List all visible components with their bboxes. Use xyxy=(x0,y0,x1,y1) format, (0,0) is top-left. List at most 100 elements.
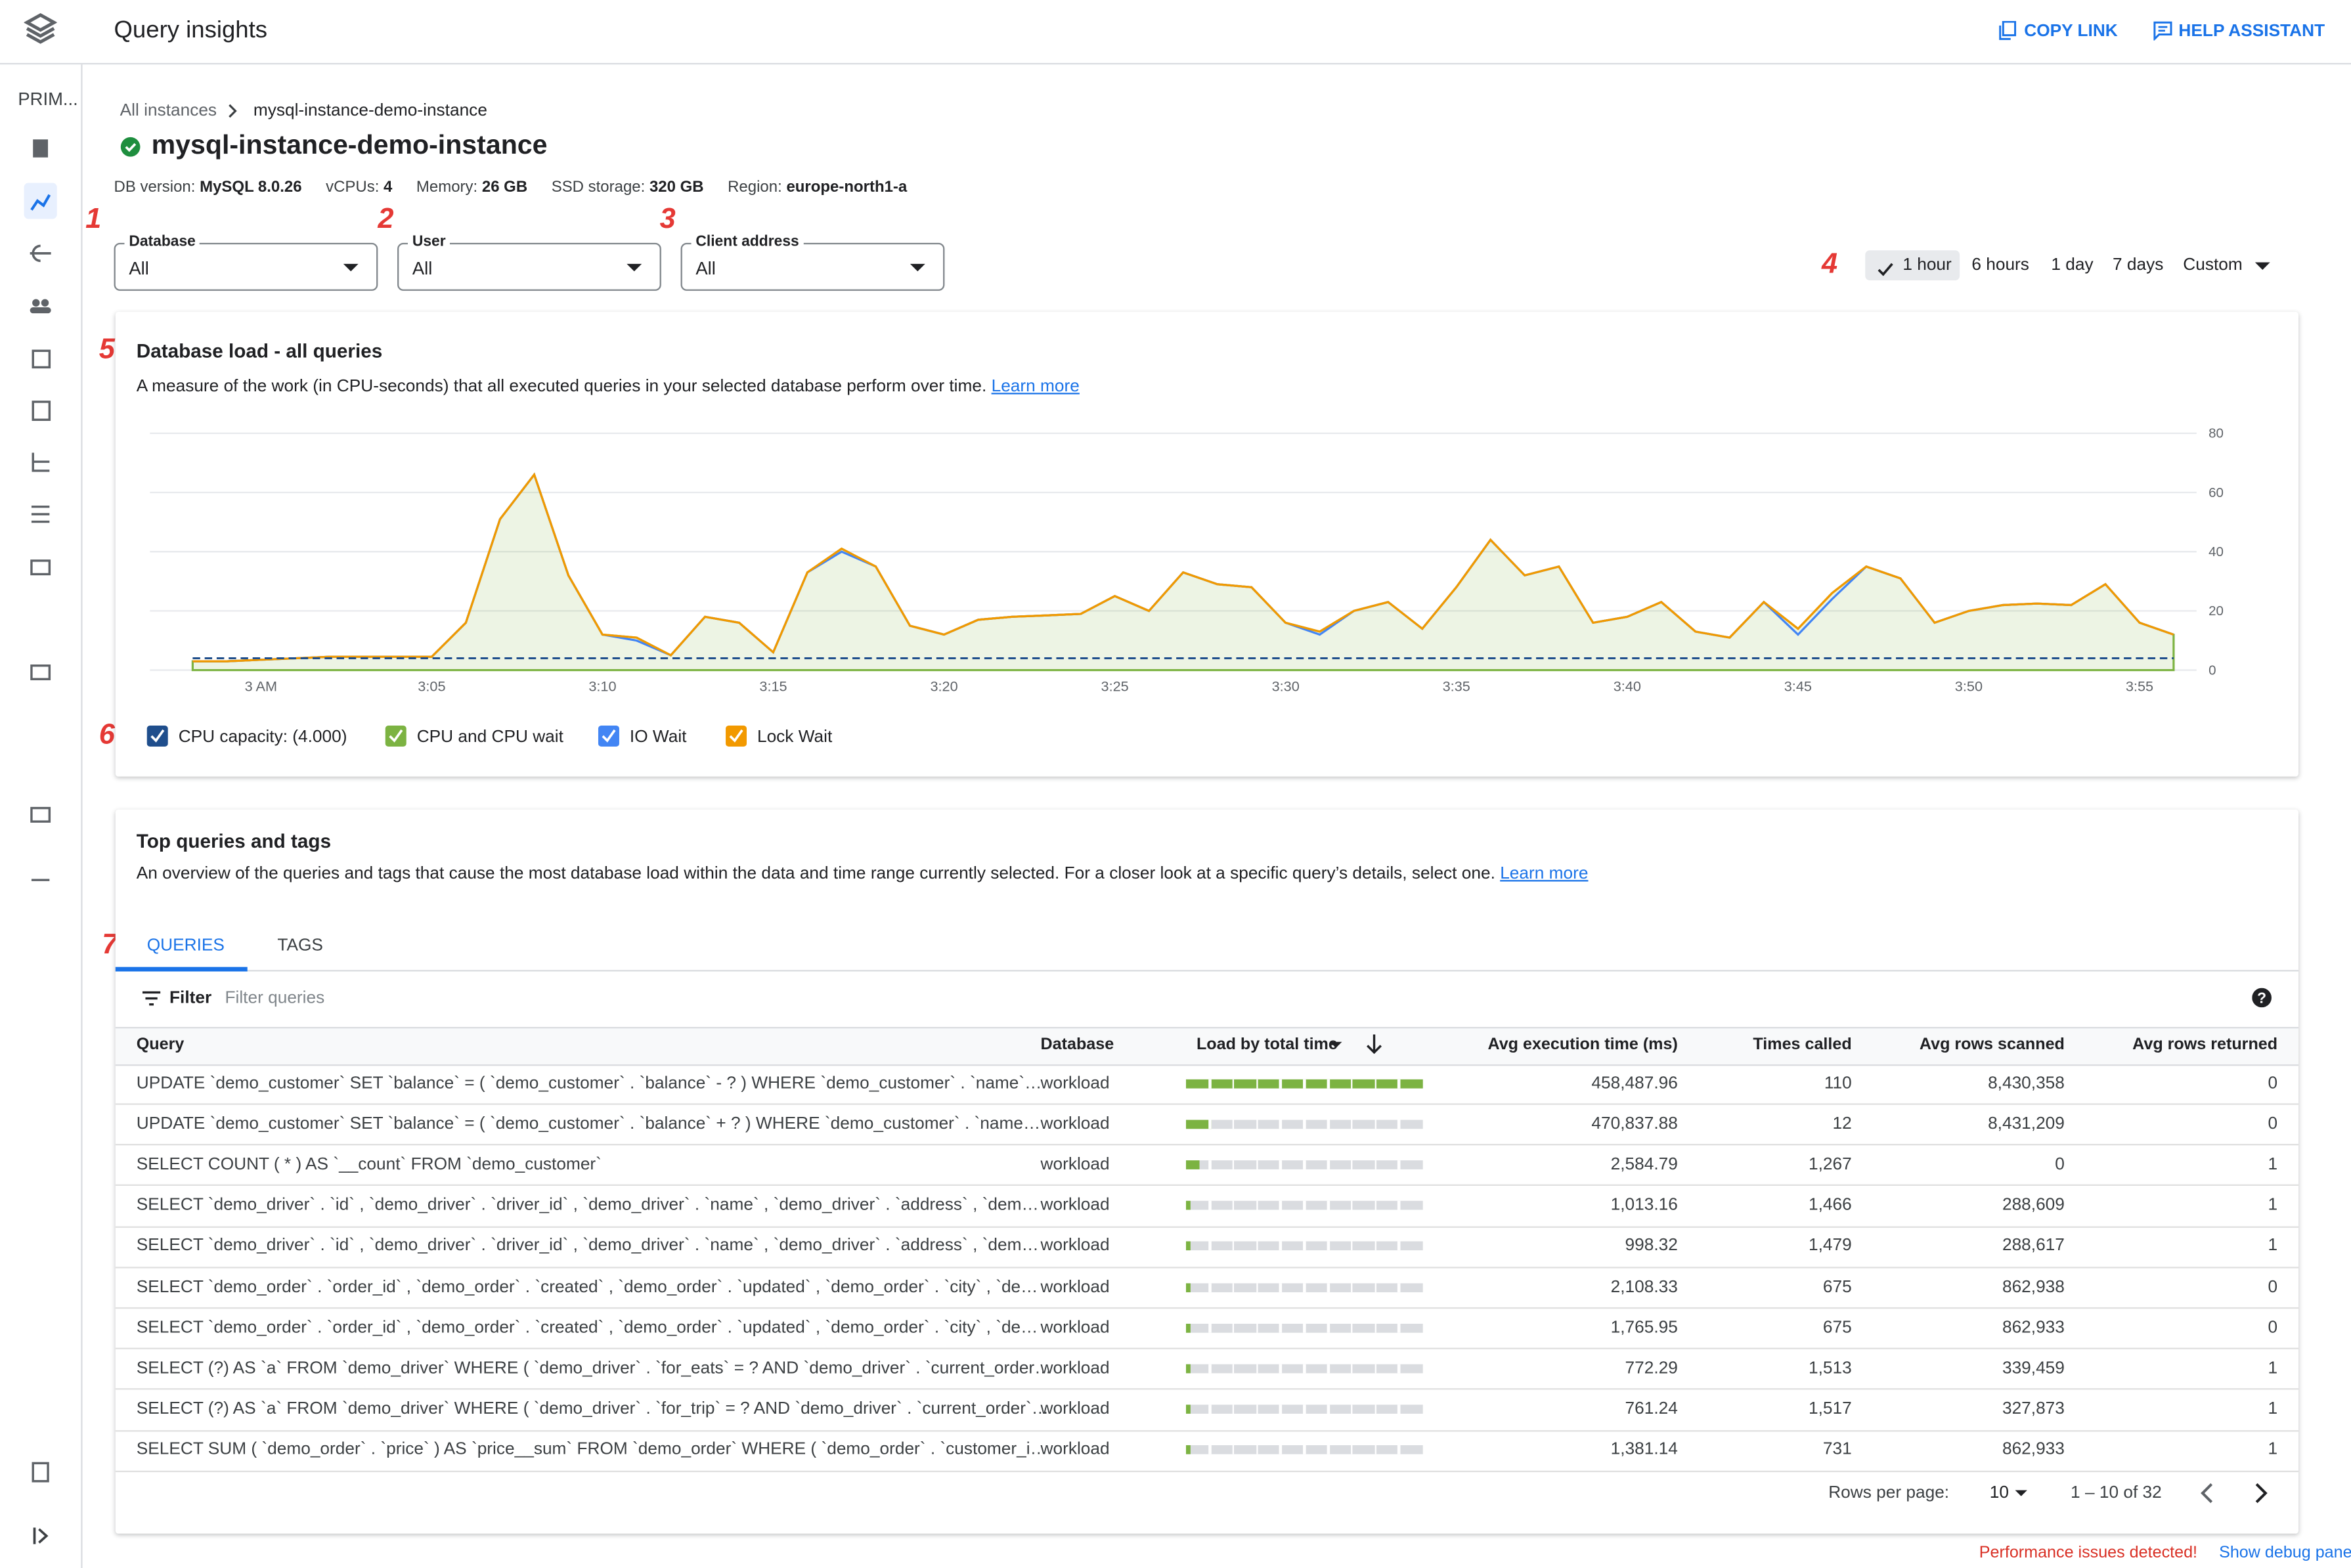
breadcrumb-chevron xyxy=(229,104,237,118)
table-row[interactable] xyxy=(115,1307,2299,1350)
learn-more-link[interactable]: Learn more xyxy=(991,378,1080,396)
detail-value: 26 GB xyxy=(481,178,528,197)
annotation: 1 xyxy=(85,204,102,236)
description-text: An overview of the queries and tags that… xyxy=(136,865,1495,883)
load-bar-gap xyxy=(1374,1445,1377,1455)
time-range-option[interactable]: 7 days xyxy=(2112,256,2164,274)
load-bar-gap xyxy=(1208,1078,1211,1088)
query-text: UPDATE `demo_customer` SET `balance` = (… xyxy=(136,1074,1042,1093)
help-assistant-button[interactable]: HELP ASSISTANT xyxy=(2178,22,2325,41)
detail: SSD storage: 320 GB xyxy=(552,179,704,196)
legend-label: CPU and CPU wait xyxy=(417,726,564,746)
load-bar-gap xyxy=(1303,1119,1306,1129)
table-row[interactable] xyxy=(115,1226,2299,1269)
sort-arrow xyxy=(1330,1041,1342,1048)
client-address-select[interactable]: Client address All xyxy=(680,234,945,291)
table-row[interactable] xyxy=(115,1185,2299,1228)
table-row[interactable] xyxy=(115,1429,2299,1472)
cell-value: workload xyxy=(1040,1359,1110,1378)
load-bar-gap xyxy=(1397,1201,1401,1210)
copy-link-button[interactable]: COPY LINK xyxy=(2024,22,2118,41)
x-tick-label: 3:40 xyxy=(1614,678,1641,695)
table-row[interactable] xyxy=(115,1348,2299,1391)
select-label: User xyxy=(408,234,450,251)
load-bar-gap xyxy=(1327,1078,1330,1088)
user-select[interactable]: User All xyxy=(397,234,661,291)
table-row[interactable] xyxy=(115,1063,2299,1105)
load-bar-gap xyxy=(1256,1323,1258,1333)
cell-value: 1,466 xyxy=(1808,1196,1852,1215)
svg-text:?: ? xyxy=(2257,989,2266,1006)
load-bar-gap xyxy=(1350,1323,1353,1333)
column-header: Avg rows scanned xyxy=(1919,1035,2065,1055)
load-bar-gap xyxy=(1279,1405,1282,1414)
prev-page[interactable] xyxy=(2201,1483,2213,1504)
load-bar-gap xyxy=(1208,1445,1211,1455)
load-bar-gap xyxy=(1374,1364,1377,1374)
annotation: 3 xyxy=(659,204,676,236)
cell-value: 470,837.88 xyxy=(1591,1114,1678,1133)
query-text: SELECT COUNT ( * ) AS `__count` FROM `de… xyxy=(136,1156,602,1174)
time-range-option[interactable]: 1 day xyxy=(2051,256,2094,274)
load-bar-gap xyxy=(1279,1242,1282,1251)
load-bar-gap xyxy=(1350,1119,1353,1129)
load-bar-gap xyxy=(1303,1364,1306,1374)
breadcrumb-link[interactable]: All instances xyxy=(120,102,217,120)
table-row[interactable] xyxy=(115,1104,2299,1146)
time-range-selected-bg xyxy=(1865,250,1960,280)
cell-value: 288,609 xyxy=(2002,1196,2065,1215)
time-range-option[interactable]: 6 hours xyxy=(1971,256,2029,274)
detail-label: vCPUs: xyxy=(326,178,380,197)
load-bar-gap xyxy=(1208,1323,1211,1333)
rows-per-page-select[interactable]: 10 xyxy=(1989,1484,2009,1502)
tab[interactable]: TAGS xyxy=(277,936,323,955)
legend-check xyxy=(729,729,743,743)
cell-value: 1 xyxy=(2268,1400,2278,1419)
learn-more-link[interactable]: Learn more xyxy=(1500,865,1589,883)
next-page[interactable] xyxy=(2255,1483,2268,1504)
time-range-option[interactable]: 1 hour xyxy=(1902,256,1952,274)
table-row[interactable] xyxy=(115,1389,2299,1431)
detail-label: DB version: xyxy=(114,178,196,197)
detail-value: 320 GB xyxy=(649,178,704,197)
table-row[interactable] xyxy=(115,1267,2299,1309)
load-bar-gap xyxy=(1303,1445,1306,1455)
detail-value: 4 xyxy=(384,178,393,197)
load-bar-gap xyxy=(1350,1445,1353,1455)
table-row[interactable] xyxy=(115,1144,2299,1187)
performance-warning: Performance issues detected! xyxy=(1979,1544,2198,1563)
load-bar-gap xyxy=(1232,1242,1235,1251)
sidebar xyxy=(0,64,83,1568)
query-text: SELECT `demo_order` . `order_id` , `demo… xyxy=(136,1318,1038,1337)
cell-value: 1 xyxy=(2268,1441,2278,1460)
cell-value: 0 xyxy=(2268,1114,2278,1133)
load-bar-gap xyxy=(1279,1323,1282,1333)
database-select[interactable]: Database All xyxy=(114,234,378,291)
load-bar-gap xyxy=(1397,1323,1401,1333)
load-bar-gap xyxy=(1232,1160,1235,1169)
column-header[interactable]: Load by total time xyxy=(1196,1035,1338,1055)
filter-input[interactable]: Filter queries xyxy=(225,989,325,1008)
column-header: Query xyxy=(136,1035,185,1055)
top-bar xyxy=(0,0,2351,65)
time-range-option[interactable]: Custom xyxy=(2183,256,2243,274)
load-bar-gap xyxy=(1327,1282,1330,1292)
x-tick-label: 3:50 xyxy=(1955,678,1983,695)
sidebar-icons xyxy=(24,139,57,1544)
load-bar-gap xyxy=(1327,1323,1330,1333)
tab-active[interactable]: QUERIES xyxy=(146,936,225,955)
load-bar-gap xyxy=(1303,1201,1306,1210)
debug-panel-link[interactable]: Show debug panel xyxy=(2219,1544,2351,1563)
load-bar-gap xyxy=(1327,1201,1330,1210)
legend-checkbox xyxy=(598,726,619,747)
cell-value: 339,459 xyxy=(2002,1359,2065,1378)
help-button[interactable]: ? xyxy=(2252,988,2272,1008)
load-bar-gap xyxy=(1327,1405,1330,1414)
load-bar-gap xyxy=(1232,1201,1235,1210)
load-card xyxy=(115,311,2299,777)
load-bar-gap xyxy=(1374,1242,1377,1251)
dropdown-arrow xyxy=(343,263,359,272)
cell-value: 1 xyxy=(2268,1196,2278,1215)
